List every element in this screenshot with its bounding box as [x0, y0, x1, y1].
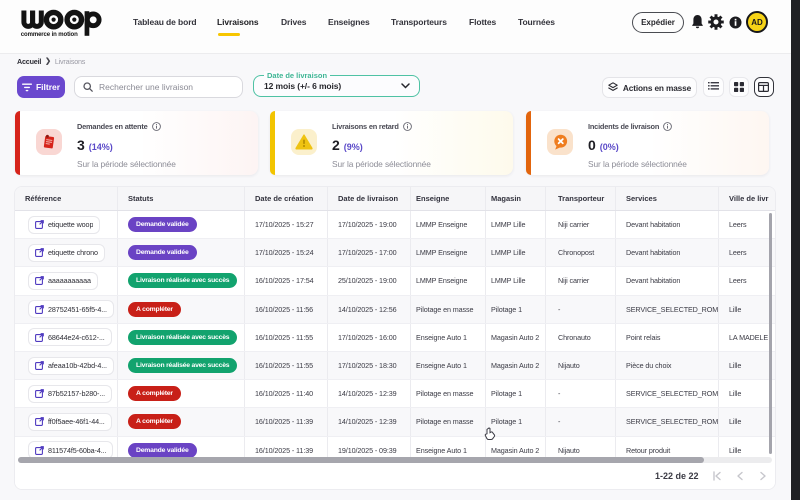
svg-text:commerce in motion: commerce in motion: [21, 32, 78, 38]
